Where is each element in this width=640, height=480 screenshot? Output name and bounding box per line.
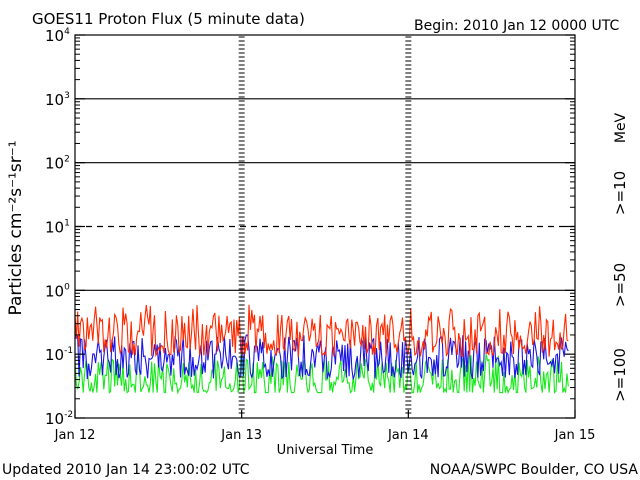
x-tick-label: Jan 13 xyxy=(220,428,262,443)
x-tick-label: Jan 15 xyxy=(554,428,596,443)
x-axis-label: Universal Time xyxy=(277,443,374,458)
legend-label: >=50 xyxy=(611,263,629,307)
y-axis-label: Particles cm⁻²s⁻¹sr⁻¹ xyxy=(6,140,26,315)
source-credit: NOAA/SWPC Boulder, CO USA xyxy=(430,462,639,478)
y-axis-ticks: 10-2 10-1 100 101 102 103 104 xyxy=(45,27,575,428)
grid-lines xyxy=(75,98,575,291)
updated-timestamp: Updated 2010 Jan 14 23:00:02 UTC xyxy=(2,462,250,478)
y-tick-label: 102 xyxy=(45,155,70,173)
chart-title: GOES11 Proton Flux (5 minute data) xyxy=(32,10,305,28)
y-tick-label: 103 xyxy=(45,91,70,109)
y-tick-label: 10-1 xyxy=(45,346,73,364)
series-line xyxy=(74,354,569,395)
series-legend: MeV >=10 >=50 >=100 xyxy=(611,112,629,401)
x-axis-ticks: Jan 12 Jan 13 Jan 14 Jan 15 xyxy=(54,410,596,443)
unit-label: MeV xyxy=(613,112,629,143)
legend-label: >=100 xyxy=(611,348,629,402)
y-tick-label: 101 xyxy=(45,219,70,237)
y-tick-label: 100 xyxy=(45,282,70,300)
begin-date-label: Begin: 2010 Jan 12 0000 UTC xyxy=(414,18,619,34)
data-series xyxy=(74,304,569,395)
y-tick-label: 10-2 xyxy=(45,410,73,428)
plot-frame xyxy=(74,34,576,419)
y-tick-label: 104 xyxy=(45,27,70,45)
x-tick-label: Jan 14 xyxy=(387,428,429,443)
day-divider-ticks xyxy=(238,36,412,414)
legend-label: >=10 xyxy=(611,171,629,215)
x-tick-label: Jan 12 xyxy=(54,428,96,443)
series-line xyxy=(74,304,569,358)
